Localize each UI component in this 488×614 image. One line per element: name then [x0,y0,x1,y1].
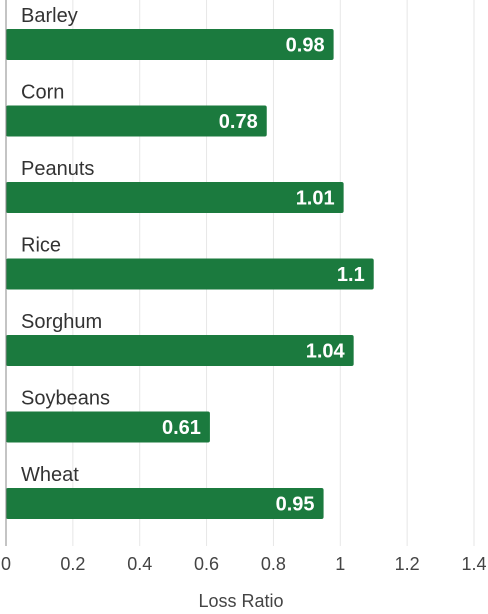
bar [6,182,344,213]
x-tick-label: 0.8 [261,554,286,574]
bar [6,411,210,443]
x-tick-label: 0 [1,554,11,574]
x-tick-label: 0.4 [127,554,152,574]
x-tick-label: 1.2 [395,554,420,574]
bar [6,105,267,137]
bars: Barley 0.98 Corn 0.78 Peanuts 1.01 Rice 1.1 Sorg… [6,5,374,519]
category-label: Peanuts [21,158,94,180]
x-tick-label: 0.6 [194,554,219,574]
category-label: Wheat [21,464,79,486]
data-label: 1.01 [296,188,335,210]
data-label: 1.1 [337,264,365,286]
x-tick-label: 0.2 [60,554,85,574]
bar [6,335,354,366]
data-label: 0.78 [219,111,258,133]
category-label: Soybeans [21,388,110,410]
bar [6,488,324,519]
bar [6,258,374,290]
x-axis-ticks: 0 0.2 0.4 0.6 0.8 1 1.2 1.4 [1,554,487,574]
data-label: 0.95 [276,494,315,516]
x-tick-label: 1 [335,554,345,574]
x-tick-label: 1.4 [461,554,486,574]
category-label: Rice [21,235,61,257]
category-label: Barley [21,5,78,27]
bar [6,29,334,60]
category-label: Corn [21,82,64,104]
data-label: 0.98 [286,35,325,57]
x-axis-title: Loss Ratio [198,591,283,611]
data-label: 1.04 [306,341,346,363]
category-label: Sorghum [21,311,102,333]
data-label: 0.61 [162,417,201,439]
